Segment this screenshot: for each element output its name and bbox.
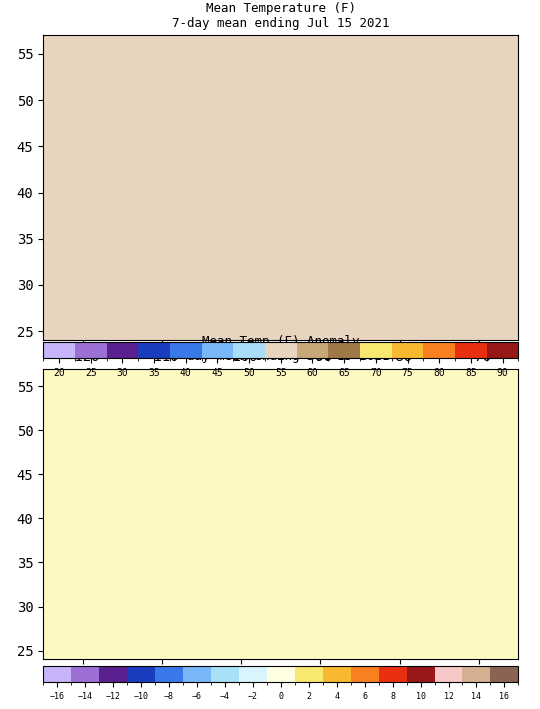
Title: Mean Temp (F) Anomaly
7-day mean ending Jul 15 2021: Mean Temp (F) Anomaly 7-day mean ending … <box>172 335 389 363</box>
Title: Mean Temperature (F)
7-day mean ending Jul 15 2021: Mean Temperature (F) 7-day mean ending J… <box>172 2 389 30</box>
